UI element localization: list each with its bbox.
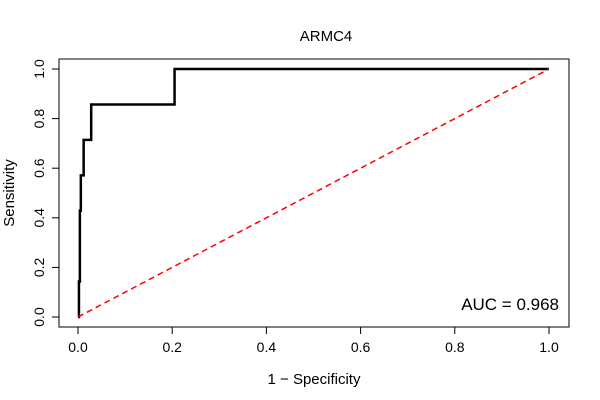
- reference-diagonal-line: [77, 68, 550, 318]
- y-tick-label: 0.0: [31, 307, 47, 327]
- y-tick-label: 0.2: [31, 257, 47, 277]
- x-tick-label: 1.0: [539, 339, 559, 355]
- x-tick-label: 0.8: [445, 339, 465, 355]
- y-axis: 0.0 0.2 0.4 0.6 0.8 1.0: [31, 59, 59, 327]
- x-tick-label: 0.2: [162, 339, 182, 355]
- chart-title: ARMC4: [300, 28, 353, 45]
- x-tick-label: 0.0: [68, 339, 88, 355]
- x-tick-label: 0.4: [257, 339, 277, 355]
- y-tick-label: 0.6: [31, 158, 47, 178]
- series-layer: [77, 67, 550, 319]
- y-tick-label: 1.0: [31, 59, 47, 79]
- y-tick-label: 0.8: [31, 109, 47, 129]
- y-axis-label: Sensitivity: [1, 159, 18, 227]
- y-tick-label: 0.4: [31, 208, 47, 228]
- x-axis: 0.0 0.2 0.4 0.6 0.8 1.0: [68, 327, 559, 355]
- x-axis-label: 1 − Specificity: [268, 371, 361, 388]
- roc-curve-line: [77, 67, 549, 319]
- plot-frame: [58, 58, 570, 328]
- auc-annotation: AUC = 0.968: [461, 295, 559, 314]
- x-tick-label: 0.6: [351, 339, 371, 355]
